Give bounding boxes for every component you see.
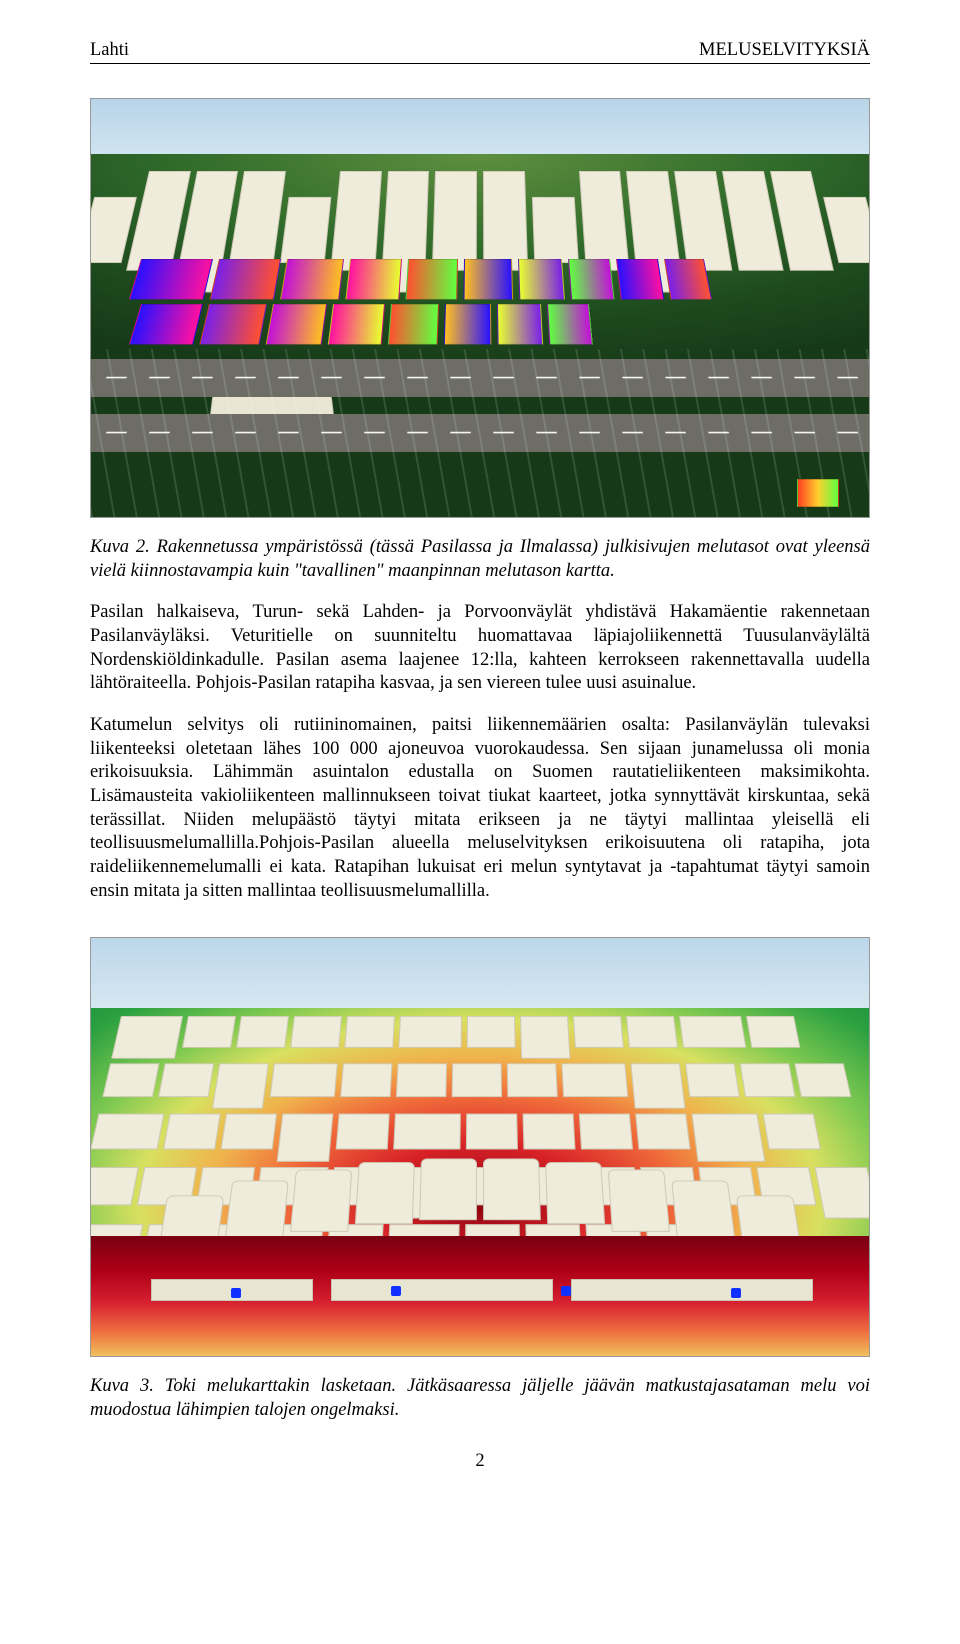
header-right: MELUSELVITYKSIÄ [699,40,870,61]
figure-1 [90,98,870,518]
figure-1-caption: Kuva 2. Rakennetussa ympäristössä (tässä… [90,536,870,583]
page-number: 2 [90,1451,870,1472]
body-paragraph-2: Katumelun selvitys oli rutiininomainen, … [90,714,870,903]
body-paragraph-1: Pasilan halkaiseva, Turun- sekä Lahden- … [90,601,870,696]
figure-2 [90,937,870,1357]
page-header: Lahti MELUSELVITYKSIÄ [90,40,870,64]
figure-2-caption: Kuva 3. Toki melukarttakin lasketaan. Jä… [90,1375,870,1422]
header-left: Lahti [90,40,129,61]
